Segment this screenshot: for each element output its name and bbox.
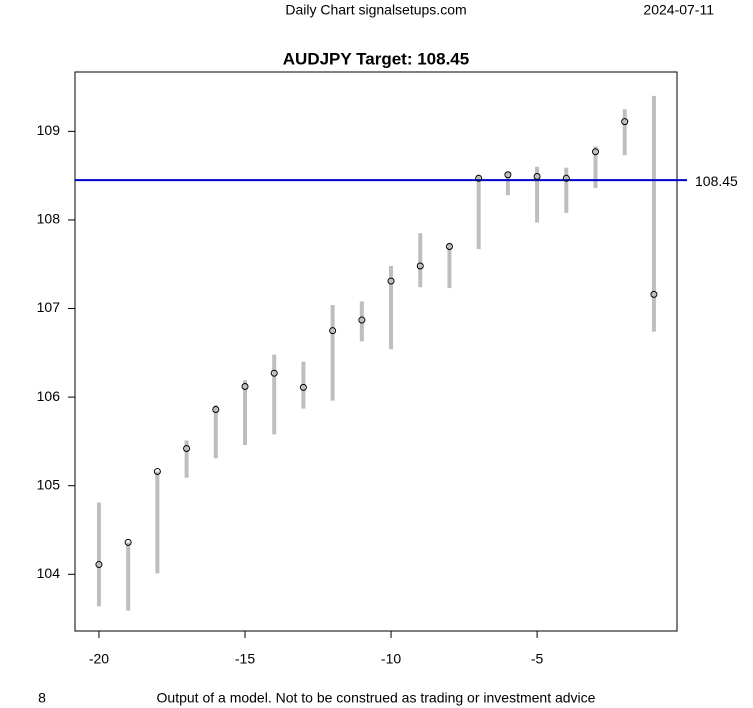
close-point [621, 118, 629, 126]
close-point [533, 173, 541, 181]
y-tick-label: 108 [37, 211, 61, 227]
close-point [592, 148, 600, 156]
footnote: Output of a model. Not to be construed a… [157, 690, 596, 706]
close-point [416, 262, 424, 270]
chart-title: AUDJPY Target: 108.45 [283, 49, 469, 68]
x-tick-label: -15 [235, 651, 255, 667]
close-point [124, 538, 132, 546]
date: 2024-07-11 [643, 2, 714, 18]
close-point [358, 316, 366, 324]
close-point [212, 406, 220, 414]
close-point [650, 290, 658, 298]
header: Daily Chart signalsetups.com [285, 2, 466, 18]
target-label: 108.45 [695, 173, 738, 189]
plot-frame [74, 71, 678, 632]
close-point [153, 468, 161, 476]
close-point [183, 445, 191, 453]
close-point [387, 277, 395, 285]
close-point [504, 171, 512, 179]
close-point [95, 561, 103, 569]
close-point [445, 243, 453, 251]
close-point [270, 369, 278, 377]
x-tick-label: -10 [381, 651, 401, 667]
y-tick-label: 109 [37, 122, 61, 138]
y-tick-label: 106 [37, 388, 61, 404]
close-point [299, 383, 307, 391]
y-tick-label: 107 [37, 299, 61, 315]
y-tick-label: 105 [37, 476, 61, 492]
x-tick-label: -5 [531, 651, 544, 667]
close-point [329, 327, 337, 335]
close-point [241, 382, 249, 390]
x-tick-label: -20 [89, 651, 109, 667]
close-point [475, 174, 483, 182]
footnote-number: 8 [38, 690, 46, 706]
y-tick-label: 104 [37, 565, 61, 581]
close-point [562, 174, 570, 182]
